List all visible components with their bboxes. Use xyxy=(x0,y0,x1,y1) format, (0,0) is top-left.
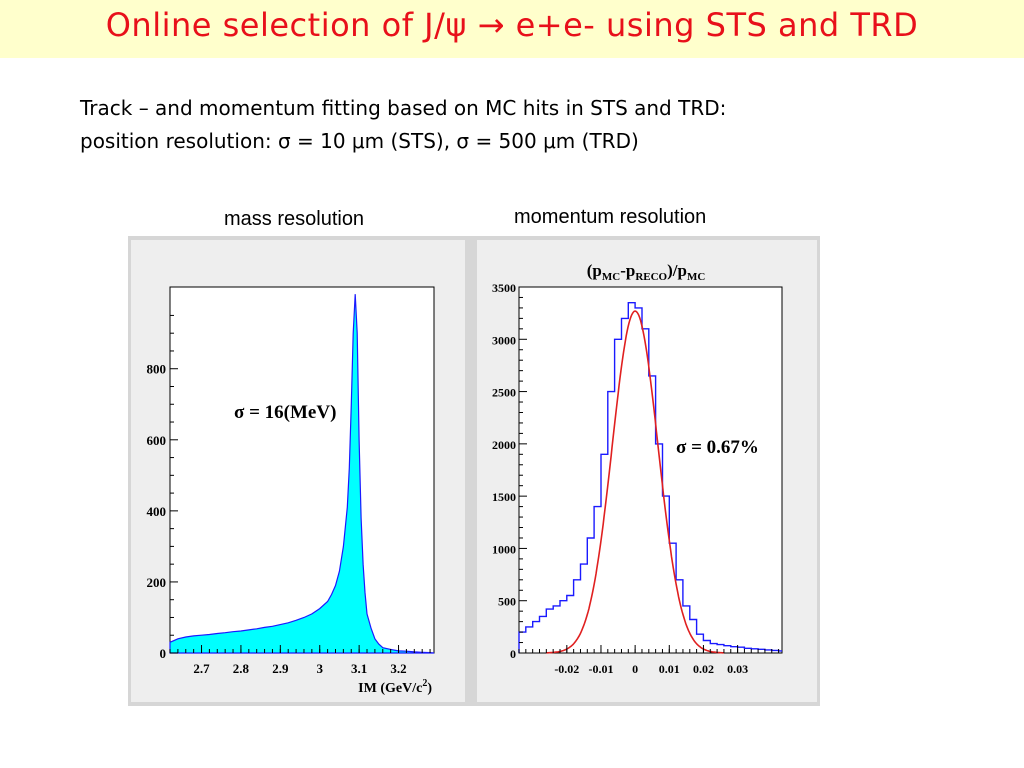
title-part: )/p xyxy=(667,261,687,280)
title-banner: Online selection of J/ψ → e+e- using STS… xyxy=(0,0,1024,58)
momentum-x-tick-label: 0.02 xyxy=(693,662,714,676)
xlabel-part: IM (GeV/c xyxy=(358,681,422,696)
momentum-x-tick-label: -0.01 xyxy=(588,662,613,676)
title-part: -p xyxy=(620,261,635,280)
mass-x-tick-label: 2.9 xyxy=(272,661,289,676)
title-part: (p xyxy=(587,261,602,280)
mass-resolution-caption: mass resolution xyxy=(224,208,365,230)
momentum-x-tick-label: -0.02 xyxy=(554,662,579,676)
gaussian-fit-curve xyxy=(546,310,724,654)
title-part: RECO xyxy=(635,271,667,283)
momentum-y-tick-label: 500 xyxy=(498,595,516,609)
mass-y-tick-label: 0 xyxy=(160,646,167,661)
mass-plot-frame xyxy=(169,286,435,654)
momentum-y-tick-label: 0 xyxy=(510,647,516,661)
momentum-x-tick-label: 0.01 xyxy=(659,662,680,676)
momentum-y-tick-label: 3500 xyxy=(492,281,516,295)
xlabel-superscript: 2 xyxy=(422,678,427,689)
mass-x-tick-label: 2.7 xyxy=(193,661,210,676)
mass-plot: 0 200 400 600 800 2.7 2.8 2.9 3 3.1 3.2 xyxy=(147,294,435,676)
momentum-plot: 0 500 1000 1500 2000 2500 3000 3500 -0.02 -0.01 0 0… xyxy=(492,281,782,676)
momentum-x-tick-label: 0.03 xyxy=(727,662,748,676)
momentum-y-tick-label: 1500 xyxy=(492,490,516,504)
mass-x-tick-label: 3.2 xyxy=(390,661,406,676)
mass-x-tick-label: 3 xyxy=(316,661,323,676)
slide-title: Online selection of J/ψ → e+e- using STS… xyxy=(105,6,919,44)
momentum-plot-frame xyxy=(518,286,783,654)
mass-x-tick-label: 3.1 xyxy=(351,661,367,676)
momentum-sigma-annotation: σ = 0.67% xyxy=(676,437,759,458)
mass-y-tick-label: 400 xyxy=(147,504,167,519)
body-line-1: Track – and momentum fitting based on MC… xyxy=(80,96,727,120)
momentum-y-tick-label: 2500 xyxy=(492,386,516,400)
momentum-plot-title: (pMC-pRECO)/pMC xyxy=(587,261,706,283)
body-text: Track – and momentum fitting based on MC… xyxy=(80,92,980,158)
momentum-y-tick-label: 3000 xyxy=(492,333,516,347)
momentum-y-tick-label: 2000 xyxy=(492,438,516,452)
mass-y-tick-label: 800 xyxy=(147,362,167,377)
title-part: MC xyxy=(687,271,705,283)
body-line-2: position resolution: σ = 10 μm (STS), σ … xyxy=(80,129,639,153)
momentum-x-tick-label: 0 xyxy=(632,662,638,676)
mass-x-axis-label: IM (GeV/c2) xyxy=(358,678,432,696)
xlabel-part: ) xyxy=(427,681,432,696)
mass-y-tick-label: 600 xyxy=(147,433,167,448)
mass-y-tick-label: 200 xyxy=(147,575,167,590)
momentum-y-tick-label: 1000 xyxy=(492,542,516,556)
mass-sigma-annotation: σ = 16(MeV) xyxy=(234,402,336,423)
mass-histogram xyxy=(169,294,435,654)
mass-x-tick-label: 2.8 xyxy=(233,661,250,676)
title-part: MC xyxy=(602,271,620,283)
momentum-resolution-caption: momentum resolution xyxy=(514,206,707,228)
